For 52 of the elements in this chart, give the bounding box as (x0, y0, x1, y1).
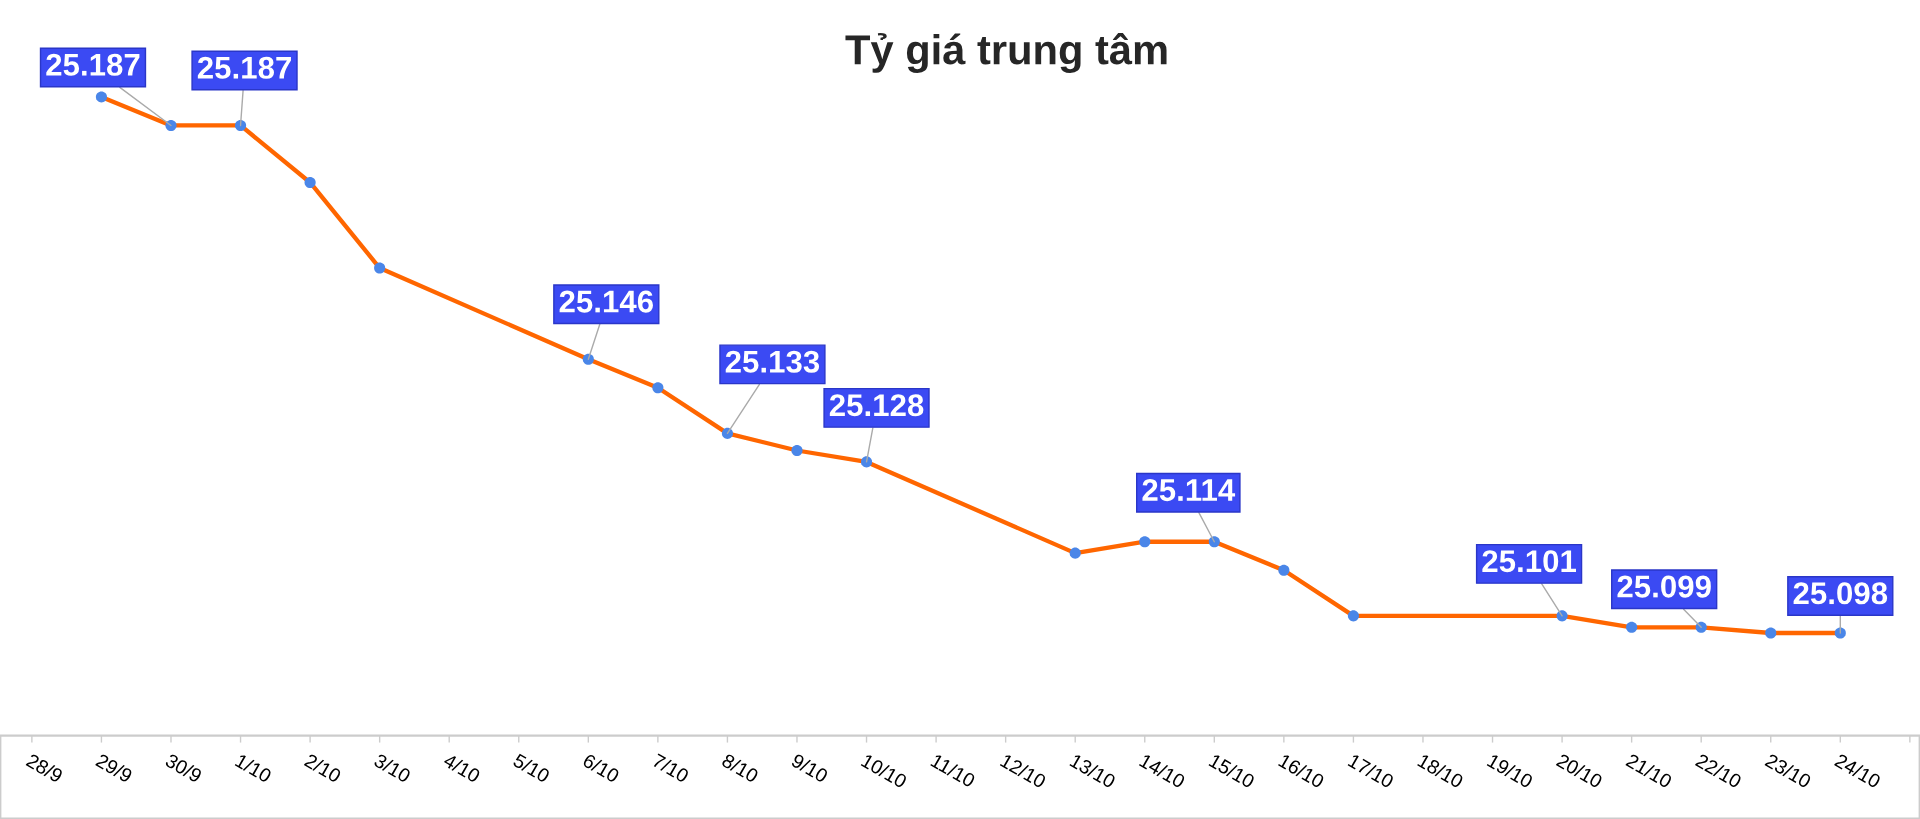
x-tick-label: 23/10 (1764, 752, 1813, 789)
point (1765, 627, 1777, 639)
x-tick-label: 6/10 (582, 752, 621, 784)
x-tick-label: 16/10 (1278, 753, 1326, 789)
x-tick-label: 14/10 (1138, 753, 1187, 789)
point (652, 382, 664, 394)
data-label: 25.098 (1793, 582, 1888, 605)
x-tick-label: 4/10 (442, 752, 482, 784)
point (1626, 621, 1638, 633)
x-tick-label: 20/10 (1555, 752, 1604, 789)
data-label: 25.128 (829, 394, 924, 417)
x-tick-label: 3/10 (373, 752, 412, 784)
x-tick-label: 17/10 (1347, 753, 1395, 789)
point (1069, 547, 1081, 559)
x-tick-label: 11/10 (930, 753, 977, 788)
point (95, 91, 107, 103)
x-tick-label: 30/9 (164, 752, 203, 784)
data-label: 25.101 (1482, 550, 1577, 573)
point (1278, 564, 1290, 576)
data-label: 25.187 (197, 56, 291, 79)
data-label: 25.187 (46, 53, 140, 76)
x-tick-label: 12/10 (999, 753, 1048, 789)
x-tick-label: 28/9 (25, 752, 64, 784)
point (791, 444, 803, 457)
point (721, 427, 733, 439)
x-tick-label: 22/10 (1694, 752, 1743, 789)
x-tick-label: 10/10 (860, 753, 909, 789)
data-label: 25.099 (1617, 575, 1711, 598)
x-tick-label: 18/10 (1417, 753, 1465, 789)
x-tick-label: 15/10 (1208, 753, 1256, 789)
point (1347, 610, 1359, 622)
point (374, 262, 386, 274)
x-tick-label: 8/10 (721, 752, 760, 784)
point (304, 176, 316, 189)
x-tick-label: 21/10 (1625, 752, 1674, 789)
x-tick-label: 1/10 (234, 753, 273, 784)
x-tick-label: 19/10 (1486, 753, 1535, 789)
text: Tỷ giá trung tâm (845, 33, 1167, 73)
point (1834, 627, 1846, 639)
x-tick-label: 13/10 (1069, 753, 1117, 789)
point (1695, 621, 1707, 633)
x-tick-label: 7/10 (651, 752, 690, 784)
data-label: 25.146 (559, 290, 653, 313)
x-tick-label: 2/10 (303, 752, 343, 784)
data-label: 25.133 (725, 350, 820, 373)
point (1139, 536, 1151, 548)
x-tick-label: 5/10 (512, 752, 551, 784)
x-tick-label: 24/10 (1834, 752, 1882, 789)
x-tick-label: 9/10 (790, 752, 830, 784)
data-label: 25.114 (1142, 479, 1236, 502)
x-tick-label: 29/9 (95, 752, 134, 784)
point (234, 119, 247, 132)
